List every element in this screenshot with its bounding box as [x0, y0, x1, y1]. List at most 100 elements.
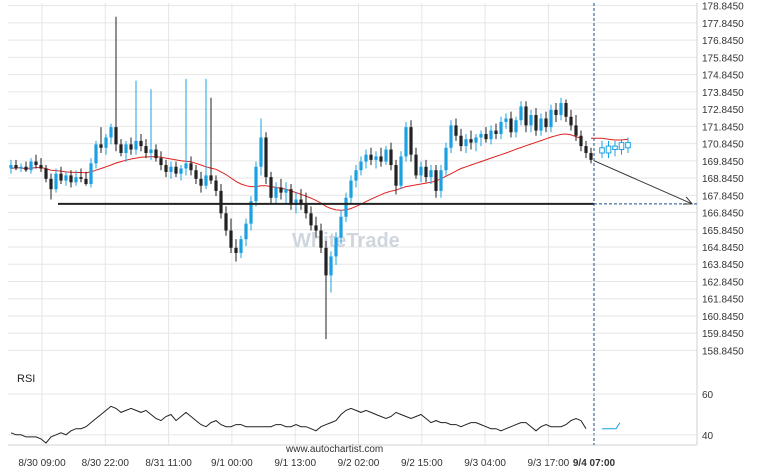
projection-candle-body	[612, 145, 618, 151]
candle-body	[504, 118, 508, 122]
current-time-label: 9/4 07:00	[573, 458, 616, 469]
candle-body	[459, 135, 463, 147]
y-tick-label: 173.8450	[702, 88, 744, 99]
candle-body	[264, 137, 268, 178]
candle-body	[9, 165, 13, 169]
y-tick-label: 162.8450	[702, 277, 744, 288]
moving-average-layer	[10, 133, 629, 211]
candle-body	[404, 127, 408, 157]
y-tick-label: 175.8450	[702, 53, 744, 64]
projection-candle-body	[618, 142, 625, 151]
y-tick-label: 170.8450	[702, 140, 744, 151]
forecast-arrow-line	[593, 160, 693, 205]
candle-body	[429, 170, 433, 178]
candle-body	[349, 180, 353, 198]
x-tick-label: 9/1 00:00	[211, 458, 253, 469]
candle-body	[274, 187, 278, 198]
candle-body	[189, 163, 193, 171]
candle-body	[374, 156, 378, 160]
candle-body	[124, 144, 128, 153]
candle-body	[549, 109, 553, 128]
candle-body	[394, 165, 398, 186]
candle-body	[154, 149, 158, 159]
candle-body	[239, 239, 243, 253]
candle-body	[244, 223, 248, 240]
candle-body	[364, 154, 368, 162]
x-tick-label: 9/3 04:00	[464, 458, 506, 469]
candle-body	[539, 118, 543, 131]
y-tick-label: 158.8450	[702, 346, 744, 357]
candle-body	[574, 125, 578, 136]
y-tick-label: 164.8450	[702, 243, 744, 254]
candle-body	[49, 178, 53, 190]
candle-body	[299, 199, 303, 205]
candle-body	[254, 166, 258, 202]
candle-body	[414, 154, 418, 176]
candle-body	[194, 170, 198, 179]
rsi-tick-label: 40	[702, 431, 714, 442]
y-tick-label: 160.8450	[702, 312, 744, 323]
candle-body	[159, 158, 163, 166]
candle-body	[329, 256, 333, 276]
forecast-arrow-head	[682, 196, 694, 205]
y-tick-label: 159.8450	[702, 329, 744, 340]
candle-body	[34, 161, 38, 166]
candle-body	[524, 106, 528, 126]
rsi-label: RSI	[17, 373, 35, 385]
x-tick-label: 8/31 11:00	[145, 458, 192, 469]
candle-body	[54, 173, 58, 190]
candle-body	[509, 118, 513, 133]
y-axis-ticks: 178.8450 177.8450 176.8450 175.8450 174.8450…	[702, 2, 744, 358]
candle-body	[399, 156, 403, 186]
candle-body	[229, 230, 233, 248]
rsi-projection-line	[602, 422, 621, 430]
candle-body	[149, 149, 153, 153]
candle-body	[119, 144, 123, 153]
candle-body	[29, 161, 33, 171]
candle-body	[469, 139, 473, 143]
candle-body	[369, 154, 373, 160]
candle-body	[529, 115, 533, 126]
candle-body	[249, 201, 253, 224]
y-tick-label: 168.8450	[702, 174, 744, 185]
candle-body	[479, 134, 483, 138]
candle-body	[389, 149, 393, 166]
candle-body	[304, 204, 308, 214]
candle-body	[199, 178, 203, 186]
y-tick-label: 171.8450	[702, 122, 744, 133]
x-tick-label: 8/30 09:00	[18, 458, 66, 469]
candle-body	[39, 165, 43, 169]
y-tick-label: 176.8450	[702, 36, 744, 47]
candle-body	[234, 247, 238, 253]
candle-body	[569, 116, 573, 126]
overlay-layer	[58, 3, 697, 445]
candle-body	[139, 140, 143, 147]
y-tick-label: 172.8450	[702, 105, 744, 116]
candle-body	[59, 173, 63, 181]
candle-body	[114, 127, 118, 145]
candle-body	[84, 178, 88, 184]
candle-body	[79, 177, 83, 179]
candle-body	[344, 197, 348, 217]
candle-body	[564, 102, 568, 117]
candle-body	[359, 161, 363, 171]
candle-body	[334, 237, 338, 257]
candle-body	[444, 147, 448, 171]
candle-body	[534, 115, 538, 131]
y-tick-label: 163.8450	[702, 260, 744, 271]
y-tick-label: 169.8450	[702, 157, 744, 168]
candle-body	[89, 163, 93, 184]
candle-body	[314, 225, 318, 231]
grid	[8, 3, 698, 446]
candle-body	[269, 177, 273, 198]
candle-body	[309, 213, 313, 226]
candle-body	[74, 177, 78, 183]
candle-body	[104, 137, 108, 148]
candle-body	[209, 175, 213, 181]
candle-body	[94, 144, 98, 164]
candle-body	[339, 216, 343, 238]
x-tick-label: 9/1 13:00	[274, 458, 316, 469]
candle-body	[319, 230, 323, 248]
rsi-layer: 60 40	[8, 390, 714, 444]
candle-body	[514, 120, 518, 133]
